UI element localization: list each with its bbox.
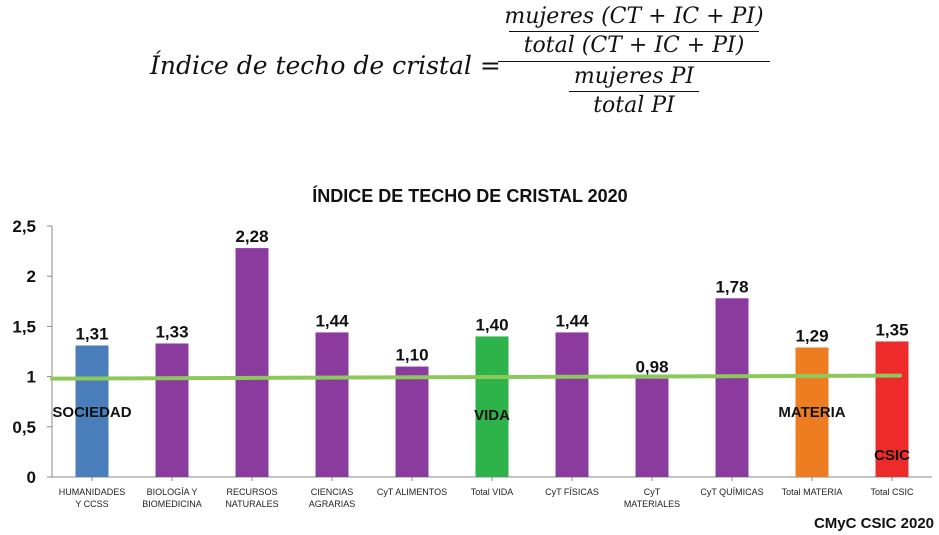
y-axis: 0 0,5 1 1,5 2 2,5 (12, 217, 932, 487)
x-category-label: Total CSIC (870, 487, 914, 497)
x-category-label: Total MATERIA (782, 487, 843, 497)
group-annotation: SOCIEDAD (52, 404, 131, 421)
chart-credit: CMyC CSIC 2020 (814, 515, 934, 532)
bar-value-label: 1,31 (75, 324, 108, 343)
group-annotation: MATERIA (778, 404, 845, 421)
x-category-label: AGRARIAS (309, 499, 356, 509)
formula-top-denominator: total (CT + IC + PI) (523, 33, 745, 58)
formula-lhs: Índice de techo de cristal = (150, 51, 501, 80)
bar-value-label: 0,98 (635, 358, 668, 377)
bar-value-label: 1,44 (315, 311, 349, 330)
chart-title: ÍNDICE DE TECHO DE CRISTAL 2020 (312, 185, 627, 206)
bar (875, 341, 909, 477)
glass-ceiling-bar-chart: ÍNDICE DE TECHO DE CRISTAL 2020 0 0,5 1 1,5… (12, 185, 934, 532)
bar-value-label: 1,10 (395, 346, 428, 365)
group-annotation: VIDA (474, 407, 510, 424)
x-category-label: MATERIALES (624, 499, 680, 509)
x-category-label: CyT ALIMENTOS (377, 487, 447, 497)
x-category-label: Total VIDA (471, 487, 514, 497)
bar (795, 347, 829, 477)
formula-top-fraction-bar (509, 31, 759, 32)
x-category-label: BIOMEDICINA (142, 499, 202, 509)
x-category-label: CyT FÍSICAS (545, 487, 599, 497)
bar-value-label: 1,29 (795, 326, 828, 345)
bar-value-label: 1,35 (875, 320, 908, 339)
x-axis-categories: HUMANIDADES Y CCSS BIOLOGÍA Y BIOMEDICINA RE… (59, 487, 914, 509)
bar-value-label: 1,40 (475, 315, 508, 334)
bar-value-label: 2,28 (235, 227, 268, 246)
bar (395, 366, 429, 477)
group-annotation: CSIC (874, 447, 910, 464)
x-category-label: BIOLOGÍA Y (147, 487, 198, 497)
x-category-label: HUMANIDADES (59, 487, 126, 497)
bar (715, 298, 749, 477)
bar (555, 332, 589, 477)
bar (155, 343, 189, 477)
reference-line-group (50, 373, 902, 381)
formula-bottom-denominator: total PI (593, 93, 675, 118)
annotations-group: SOCIEDAD VIDA MATERIA CSIC (52, 404, 910, 464)
formula-bottom-fraction-bar (569, 91, 699, 92)
formula-bottom-numerator: mujeres PI (573, 64, 695, 89)
bar (635, 378, 669, 477)
bars-group: 1,31 1,33 2,28 1,44 1,10 1,40 1,44 0,98 1,78 1,29… (75, 227, 909, 481)
bar-value-label: 1,33 (155, 322, 188, 341)
reference-line (50, 373, 902, 381)
x-category-label: RECURSOS (226, 487, 277, 497)
formula-fraction: mujeres (CT + IC + PI) total (CT + IC + … (498, 4, 770, 119)
glass-ceiling-formula: Índice de techo de cristal = mujeres (CT… (150, 4, 790, 124)
x-category-label: CIENCIAS (311, 487, 354, 497)
x-category-label: CyT QUÍMICAS (700, 487, 763, 497)
bar (475, 336, 509, 477)
y-tick-label: 0,5 (12, 418, 36, 437)
x-category-label: Y CCSS (75, 499, 108, 509)
formula-top-numerator: mujeres (CT + IC + PI) (504, 4, 764, 29)
bar-value-label: 1,44 (555, 311, 589, 330)
formula-main-fraction-bar (498, 61, 770, 62)
bar (315, 332, 349, 477)
y-tick-label: 1 (27, 368, 36, 387)
bar (75, 345, 109, 477)
y-tick-label: 0 (27, 468, 36, 487)
bar (235, 248, 269, 477)
y-tick-label: 1,5 (12, 317, 36, 336)
y-tick-label: 2,5 (12, 217, 36, 236)
x-category-label: CyT (644, 487, 661, 497)
bar-value-label: 1,78 (715, 277, 748, 296)
x-category-label: NATURALES (225, 499, 278, 509)
y-tick-label: 2 (27, 267, 36, 286)
